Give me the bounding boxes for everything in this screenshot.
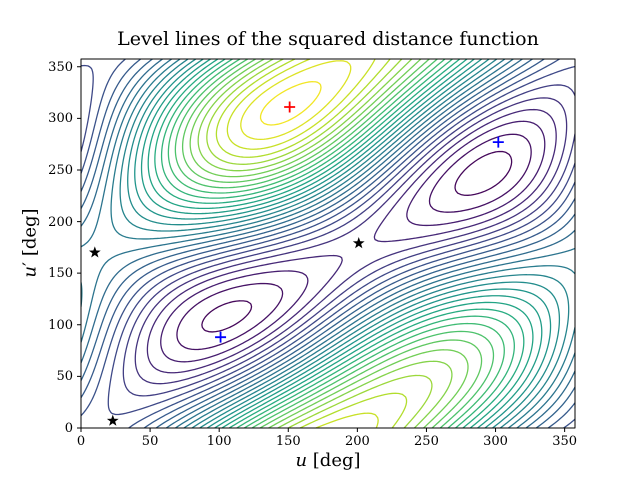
plot-title: Level lines of the squared distance func… xyxy=(117,28,539,50)
x-tick-label-2: 100 xyxy=(206,434,232,449)
x-tick-label-4: 200 xyxy=(344,434,370,449)
x-tick-label-7: 350 xyxy=(552,434,578,449)
y-tick-label-2: 100 xyxy=(48,317,73,333)
y-tick-label-7: 350 xyxy=(48,59,73,75)
y-tick-label-0: 0 xyxy=(64,421,73,436)
x-tick-label-3: 150 xyxy=(275,434,301,449)
y-tick-label-3: 150 xyxy=(48,266,73,282)
x-axis-variable: u xyxy=(295,450,308,471)
x-axis-unit: [deg] xyxy=(307,450,361,471)
x-tick-label-1: 50 xyxy=(141,434,159,449)
x-tick-label-0: 0 xyxy=(76,434,86,449)
x-tick-label-5: 250 xyxy=(414,434,439,449)
x-axis-label: u [deg] xyxy=(81,450,575,471)
y-tick-label-4: 200 xyxy=(48,214,73,230)
y-tick-label-6: 300 xyxy=(48,111,73,127)
y-tick-label-5: 250 xyxy=(48,162,73,178)
y-tick-label-1: 50 xyxy=(56,369,73,385)
x-tick-label-6: 300 xyxy=(483,434,508,449)
